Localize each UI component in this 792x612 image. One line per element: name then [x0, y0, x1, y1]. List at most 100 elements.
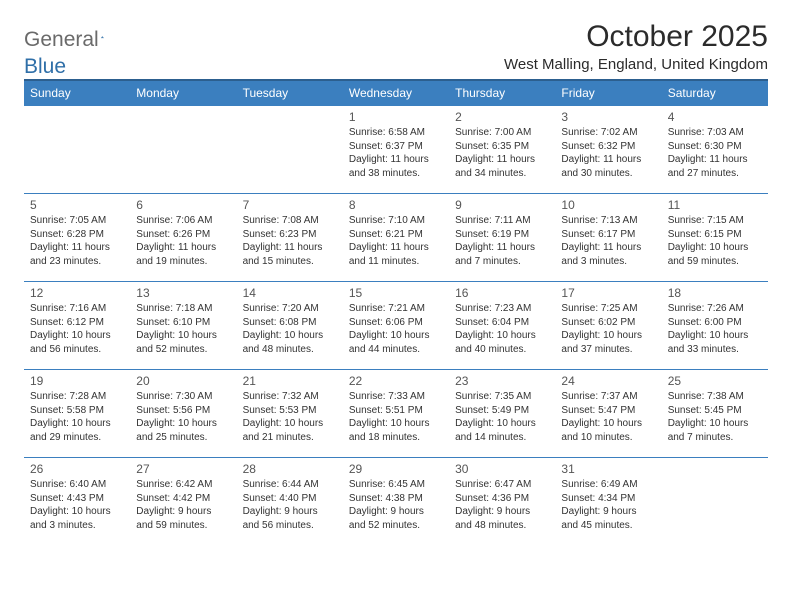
calendar-week: 12Sunrise: 7:16 AMSunset: 6:12 PMDayligh… — [24, 282, 768, 370]
day-detail: Sunrise: 7:32 AMSunset: 5:53 PMDaylight:… — [243, 390, 337, 444]
day-detail: Sunrise: 6:42 AMSunset: 4:42 PMDaylight:… — [136, 478, 230, 532]
day-detail: Sunrise: 6:44 AMSunset: 4:40 PMDaylight:… — [243, 478, 337, 532]
calendar-day: 30Sunrise: 6:47 AMSunset: 4:36 PMDayligh… — [449, 458, 555, 546]
day-detail: Sunrise: 7:37 AMSunset: 5:47 PMDaylight:… — [561, 390, 655, 444]
calendar-day: 7 Sunrise: 7:08 AMSunset: 6:23 PMDaylight… — [237, 194, 343, 282]
day-number: 7 — [243, 198, 337, 212]
calendar-day: 3 Sunrise: 7:02 AMSunset: 6:32 PMDaylight… — [555, 106, 661, 194]
day-number: 1 — [349, 110, 443, 124]
day-detail: Sunrise: 6:45 AMSunset: 4:38 PMDaylight:… — [349, 478, 443, 532]
calendar-day: 8 Sunrise: 7:10 AMSunset: 6:21 PMDaylight… — [343, 194, 449, 282]
day-header: Tuesday — [237, 80, 343, 106]
day-header: Wednesday — [343, 80, 449, 106]
location: West Malling, England, United Kingdom — [504, 56, 768, 73]
day-detail: Sunrise: 7:02 AMSunset: 6:32 PMDaylight:… — [561, 126, 655, 180]
calendar-day: 13 Sunrise: 7:18 AMSunset: 6:10 PMDayligh… — [130, 282, 236, 370]
day-number: 17 — [561, 286, 655, 300]
day-number: 31 — [561, 462, 655, 476]
calendar-page: General October 2025 West Malling, Engla… — [0, 0, 792, 566]
day-detail: Sunrise: 7:30 AMSunset: 5:56 PMDaylight:… — [136, 390, 230, 444]
day-header: Saturday — [662, 80, 768, 106]
calendar-day-empty — [237, 106, 343, 194]
day-header: Monday — [130, 80, 236, 106]
logo-sail-icon — [101, 30, 104, 44]
day-number: 21 — [243, 374, 337, 388]
day-detail: Sunrise: 6:47 AMSunset: 4:36 PMDaylight:… — [455, 478, 549, 532]
calendar-day: 21 Sunrise: 7:32 AMSunset: 5:53 PMDayligh… — [237, 370, 343, 458]
day-detail: Sunrise: 7:18 AMSunset: 6:10 PMDaylight:… — [136, 302, 230, 356]
calendar-week: 5 Sunrise: 7:05 AMSunset: 6:28 PMDaylight… — [24, 194, 768, 282]
logo-word1: General — [24, 28, 99, 52]
day-number: 6 — [136, 198, 230, 212]
day-detail: Sunrise: 6:58 AMSunset: 6:37 PMDaylight:… — [349, 126, 443, 180]
header: General October 2025 West Malling, Engla… — [24, 20, 768, 73]
calendar-day: 2Sunrise: 7:00 AMSunset: 6:35 PMDaylight… — [449, 106, 555, 194]
day-detail: Sunrise: 7:33 AMSunset: 5:51 PMDaylight:… — [349, 390, 443, 444]
day-number: 24 — [561, 374, 655, 388]
calendar-week: 1 Sunrise: 6:58 AMSunset: 6:37 PMDaylight… — [24, 106, 768, 194]
day-detail: Sunrise: 7:11 AMSunset: 6:19 PMDaylight:… — [455, 214, 549, 268]
day-header: Friday — [555, 80, 661, 106]
day-detail: Sunrise: 7:13 AMSunset: 6:17 PMDaylight:… — [561, 214, 655, 268]
calendar-week: 19 Sunrise: 7:28 AMSunset: 5:58 PMDayligh… — [24, 370, 768, 458]
day-detail: Sunrise: 6:40 AMSunset: 4:43 PMDaylight:… — [30, 478, 124, 532]
day-number: 9 — [455, 198, 549, 212]
day-number: 12 — [30, 286, 124, 300]
day-number: 13 — [136, 286, 230, 300]
day-number: 29 — [349, 462, 443, 476]
day-detail: Sunrise: 7:26 AMSunset: 6:00 PMDaylight:… — [668, 302, 762, 356]
calendar-day: 26 Sunrise: 6:40 AMSunset: 4:43 PMDayligh… — [24, 458, 130, 546]
calendar-day: 17 Sunrise: 7:25 AMSunset: 6:02 PMDayligh… — [555, 282, 661, 370]
day-number: 3 — [561, 110, 655, 124]
calendar-day: 1 Sunrise: 6:58 AMSunset: 6:37 PMDaylight… — [343, 106, 449, 194]
calendar-week: 26 Sunrise: 6:40 AMSunset: 4:43 PMDayligh… — [24, 458, 768, 546]
day-number: 26 — [30, 462, 124, 476]
day-number: 20 — [136, 374, 230, 388]
day-detail: Sunrise: 7:28 AMSunset: 5:58 PMDaylight:… — [30, 390, 124, 444]
day-number: 15 — [349, 286, 443, 300]
calendar-day: 14Sunrise: 7:20 AMSunset: 6:08 PMDayligh… — [237, 282, 343, 370]
day-detail: Sunrise: 7:10 AMSunset: 6:21 PMDaylight:… — [349, 214, 443, 268]
day-number: 5 — [30, 198, 124, 212]
day-number: 28 — [243, 462, 337, 476]
title-block: October 2025 West Malling, England, Unit… — [504, 20, 768, 73]
calendar-day: 27 Sunrise: 6:42 AMSunset: 4:42 PMDayligh… — [130, 458, 236, 546]
calendar-day: 31Sunrise: 6:49 AMSunset: 4:34 PMDayligh… — [555, 458, 661, 546]
day-detail: Sunrise: 7:35 AMSunset: 5:49 PMDaylight:… — [455, 390, 549, 444]
day-number: 19 — [30, 374, 124, 388]
calendar-day: 15 Sunrise: 7:21 AMSunset: 6:06 PMDayligh… — [343, 282, 449, 370]
day-header: Sunday — [24, 80, 130, 106]
calendar-day: 28 Sunrise: 6:44 AMSunset: 4:40 PMDayligh… — [237, 458, 343, 546]
day-number: 8 — [349, 198, 443, 212]
calendar-day-empty — [130, 106, 236, 194]
day-number: 16 — [455, 286, 549, 300]
day-number: 25 — [668, 374, 762, 388]
calendar-day: 29 Sunrise: 6:45 AMSunset: 4:38 PMDayligh… — [343, 458, 449, 546]
calendar-day: 5 Sunrise: 7:05 AMSunset: 6:28 PMDaylight… — [24, 194, 130, 282]
day-detail: Sunrise: 7:00 AMSunset: 6:35 PMDaylight:… — [455, 126, 549, 180]
calendar-day: 18Sunrise: 7:26 AMSunset: 6:00 PMDayligh… — [662, 282, 768, 370]
calendar-day: 12Sunrise: 7:16 AMSunset: 6:12 PMDayligh… — [24, 282, 130, 370]
day-detail: Sunrise: 7:05 AMSunset: 6:28 PMDaylight:… — [30, 214, 124, 268]
calendar-day: 22 Sunrise: 7:33 AMSunset: 5:51 PMDayligh… — [343, 370, 449, 458]
day-detail: Sunrise: 7:21 AMSunset: 6:06 PMDaylight:… — [349, 302, 443, 356]
day-detail: Sunrise: 7:03 AMSunset: 6:30 PMDaylight:… — [668, 126, 762, 180]
day-number: 10 — [561, 198, 655, 212]
day-number: 27 — [136, 462, 230, 476]
calendar-day: 10 Sunrise: 7:13 AMSunset: 6:17 PMDayligh… — [555, 194, 661, 282]
day-detail: Sunrise: 7:20 AMSunset: 6:08 PMDaylight:… — [243, 302, 337, 356]
logo: General — [24, 20, 121, 52]
calendar-day: 20 Sunrise: 7:30 AMSunset: 5:56 PMDayligh… — [130, 370, 236, 458]
day-detail: Sunrise: 7:08 AMSunset: 6:23 PMDaylight:… — [243, 214, 337, 268]
day-header: Thursday — [449, 80, 555, 106]
calendar-day: 19 Sunrise: 7:28 AMSunset: 5:58 PMDayligh… — [24, 370, 130, 458]
calendar-day-empty — [662, 458, 768, 546]
day-detail: Sunrise: 7:38 AMSunset: 5:45 PMDaylight:… — [668, 390, 762, 444]
day-number: 22 — [349, 374, 443, 388]
day-detail: Sunrise: 7:23 AMSunset: 6:04 PMDaylight:… — [455, 302, 549, 356]
calendar-table: SundayMondayTuesdayWednesdayThursdayFrid… — [24, 79, 768, 546]
day-detail: Sunrise: 7:25 AMSunset: 6:02 PMDaylight:… — [561, 302, 655, 356]
calendar-body: 1 Sunrise: 6:58 AMSunset: 6:37 PMDaylight… — [24, 106, 768, 546]
calendar-day-empty — [24, 106, 130, 194]
calendar-head: SundayMondayTuesdayWednesdayThursdayFrid… — [24, 80, 768, 106]
